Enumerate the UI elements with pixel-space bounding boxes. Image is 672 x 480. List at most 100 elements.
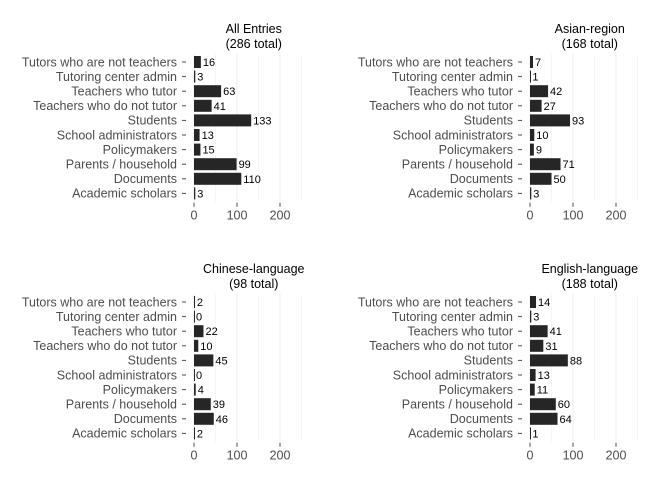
- data-label: 3: [197, 188, 203, 200]
- bar: [530, 325, 548, 338]
- x-tick-label: 0: [191, 209, 198, 223]
- category-label: Teachers who do not tutor: [369, 339, 513, 353]
- bar: [194, 99, 212, 112]
- category-label: Policymakers: [439, 383, 513, 397]
- bar: [530, 70, 531, 83]
- data-label: 14: [538, 297, 550, 309]
- bar: [194, 310, 195, 323]
- bar: [194, 398, 211, 411]
- bar: [194, 296, 195, 308]
- category-label: Teachers who do not tutor: [369, 99, 513, 113]
- category-label: Tutoring center admin: [56, 310, 177, 324]
- category-label: Parents / household: [402, 158, 513, 172]
- bar: [194, 412, 214, 425]
- data-label: 99: [239, 159, 251, 171]
- bar: [530, 296, 537, 308]
- x-tick-label: 0: [191, 449, 198, 463]
- data-label: 13: [538, 370, 550, 382]
- bar: [194, 383, 196, 396]
- bar: [194, 427, 195, 440]
- panel-title: English-language: [541, 262, 638, 276]
- data-label: 46: [216, 414, 228, 426]
- category-label: Documents: [450, 172, 513, 186]
- bar: [194, 143, 201, 156]
- category-label: Tutoring center admin: [392, 310, 513, 324]
- panel-subtitle: (188 total): [562, 277, 618, 291]
- data-label: 0: [196, 312, 202, 324]
- category-label: Academic scholars: [72, 187, 177, 201]
- category-label: Documents: [114, 172, 177, 186]
- bar: [194, 369, 195, 381]
- data-label: 60: [558, 399, 570, 411]
- category-label: Tutors who are not teachers: [358, 295, 513, 309]
- category-label: Students: [464, 114, 513, 128]
- bar: [530, 412, 558, 425]
- bar: [194, 114, 252, 127]
- data-label: 133: [253, 115, 271, 127]
- category-label: Tutoring center admin: [56, 70, 177, 84]
- category-label: Teachers who tutor: [71, 85, 177, 99]
- category-label: School administrators: [393, 368, 513, 382]
- bar: [530, 56, 534, 68]
- bar: [530, 114, 570, 127]
- category-label: School administrators: [57, 368, 177, 382]
- data-label: 16: [203, 57, 215, 69]
- data-label: 41: [214, 101, 226, 113]
- x-tick-label: 100: [563, 209, 584, 223]
- category-label: Documents: [114, 412, 177, 426]
- panel-subtitle: (286 total): [226, 37, 282, 51]
- data-label: 39: [213, 399, 225, 411]
- data-label: 93: [572, 115, 584, 127]
- bar: [194, 172, 242, 185]
- data-label: 64: [560, 414, 572, 426]
- category-label: Students: [128, 114, 177, 128]
- data-label: 3: [197, 72, 203, 84]
- category-label: Teachers who tutor: [71, 325, 177, 339]
- x-tick-label: 100: [563, 449, 584, 463]
- data-label: 110: [243, 174, 261, 186]
- panel-title: Asian-region: [555, 22, 625, 36]
- category-label: Teachers who do not tutor: [33, 99, 177, 113]
- data-label: 45: [215, 355, 227, 367]
- category-label: Tutoring center admin: [392, 70, 513, 84]
- data-label: 42: [550, 86, 562, 98]
- x-tick-label: 0: [527, 209, 534, 223]
- data-label: 50: [554, 174, 566, 186]
- panel-title: All Entries: [226, 22, 282, 36]
- bar: [194, 187, 196, 200]
- category-label: Teachers who tutor: [407, 85, 513, 99]
- data-label: 10: [536, 130, 548, 142]
- x-tick-label: 0: [527, 449, 534, 463]
- x-tick-label: 100: [227, 449, 248, 463]
- bar: [530, 143, 534, 156]
- data-label: 71: [563, 159, 575, 171]
- data-label: 4: [198, 385, 204, 397]
- category-label: Tutors who are not teachers: [22, 295, 177, 309]
- category-label: Teachers who do not tutor: [33, 339, 177, 353]
- data-label: 3: [533, 188, 539, 200]
- bar: [194, 70, 196, 83]
- data-label: 10: [200, 341, 212, 353]
- bar: [194, 339, 199, 352]
- category-label: Policymakers: [439, 143, 513, 157]
- bar: [530, 354, 568, 367]
- category-label: School administrators: [57, 128, 177, 142]
- bar: [530, 310, 532, 323]
- bar: [194, 325, 204, 338]
- panel-title: Chinese-language: [203, 262, 305, 276]
- x-tick-label: 200: [270, 449, 291, 463]
- data-label: 22: [205, 326, 217, 338]
- bar: [530, 398, 556, 411]
- bar: [530, 187, 532, 200]
- data-label: 41: [550, 326, 562, 338]
- bar: [194, 354, 214, 367]
- category-label: Academic scholars: [408, 187, 513, 201]
- bar: [530, 369, 536, 381]
- bar: [530, 172, 552, 185]
- bar: [194, 158, 237, 171]
- data-label: 27: [544, 101, 556, 113]
- bar: [530, 99, 542, 112]
- category-label: Documents: [450, 412, 513, 426]
- category-label: Students: [128, 354, 177, 368]
- x-tick-label: 200: [606, 449, 627, 463]
